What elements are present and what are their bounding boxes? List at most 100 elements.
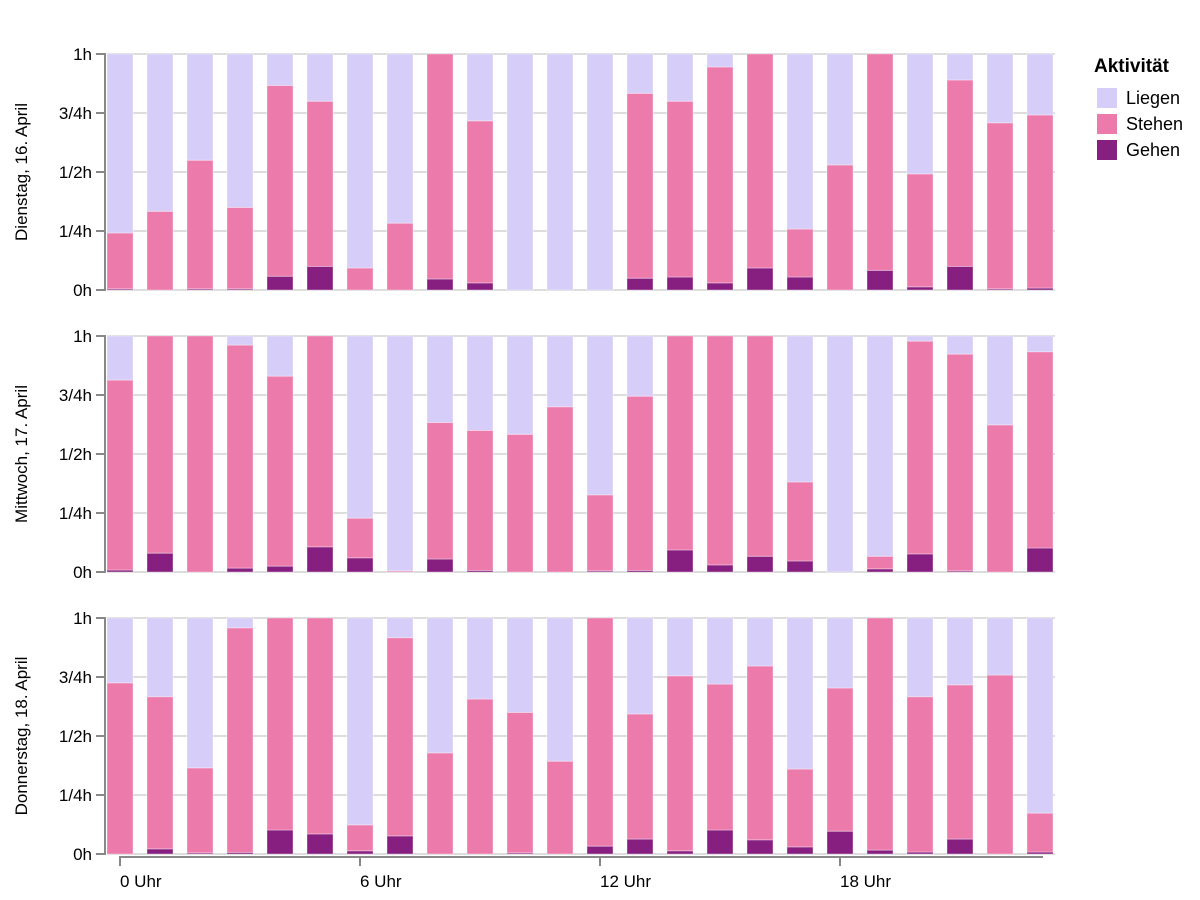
legend: Aktivität Liegen Stehen Gehen — [1094, 56, 1183, 160]
bar-hour-12 — [586, 53, 614, 291]
bar-segment-liegen — [106, 335, 134, 381]
bar-hour-3 — [226, 617, 254, 855]
bar-segment-liegen — [746, 617, 774, 667]
bar-segment-stehen — [506, 433, 534, 573]
bar-segment-liegen — [306, 53, 334, 102]
bar-segment-stehen — [986, 122, 1014, 290]
bar-segment-stehen — [826, 164, 854, 291]
bar-hour-9 — [466, 617, 494, 855]
legend-title: Aktivität — [1094, 56, 1170, 77]
bar-segment-stehen — [866, 617, 894, 851]
bar-segment-stehen — [346, 824, 374, 852]
bar-segment-stehen — [466, 698, 494, 855]
bar-segment-gehen — [426, 278, 454, 291]
bar-segment-liegen — [986, 53, 1014, 124]
bar-segment-stehen — [106, 232, 134, 290]
bar-segment-liegen — [386, 335, 414, 572]
bar-segment-liegen — [786, 617, 814, 770]
bar-segment-liegen — [466, 617, 494, 700]
bar-segment-liegen — [946, 335, 974, 355]
x-tick-label: 18 Uhr — [840, 872, 891, 891]
bar-hour-18 — [826, 335, 854, 573]
bar-segment-gehen — [706, 282, 734, 291]
bar-hour-23 — [1026, 53, 1054, 291]
bar-segment-liegen — [1026, 335, 1054, 353]
bar-segment-gehen — [306, 546, 334, 573]
bar-hour-23 — [1026, 617, 1054, 855]
bar-segment-stehen — [866, 555, 894, 570]
legend-swatch — [1097, 88, 1117, 108]
bar-segment-stehen — [426, 53, 454, 280]
bar-segment-liegen — [986, 335, 1014, 426]
bar-segment-liegen — [706, 617, 734, 685]
bar-hour-6 — [346, 617, 374, 855]
bar-segment-stehen — [746, 665, 774, 841]
bar-segment-gehen — [466, 282, 494, 291]
panel-title: Dienstag, 16. April — [12, 103, 31, 241]
bar-segment-stehen — [906, 173, 934, 288]
bar-hour-10 — [506, 53, 534, 291]
bar-segment-stehen — [1026, 351, 1054, 549]
y-tick-label: 1/4h — [59, 504, 92, 523]
bar-hour-0 — [106, 617, 134, 855]
bar-segment-liegen — [666, 53, 694, 102]
bar-segment-stehen — [186, 335, 214, 573]
bar-hour-2 — [186, 53, 214, 291]
bar-segment-liegen — [1026, 617, 1054, 814]
bar-segment-liegen — [106, 617, 134, 684]
bar-segment-gehen — [826, 830, 854, 855]
bar-hour-18 — [826, 53, 854, 291]
bar-segment-gehen — [346, 557, 374, 573]
bar-hour-15 — [706, 53, 734, 291]
bar-hour-15 — [706, 617, 734, 855]
bar-segment-stehen — [986, 424, 1014, 573]
bar-segment-stehen — [666, 100, 694, 278]
bar-hour-11 — [546, 335, 574, 573]
bar-segment-liegen — [266, 335, 294, 377]
bar-hour-0 — [106, 335, 134, 573]
bar-segment-stehen — [626, 92, 654, 279]
bar-segment-stehen — [106, 379, 134, 571]
bar-hour-17 — [786, 53, 814, 291]
bar-segment-liegen — [906, 53, 934, 175]
y-tick-label: 0h — [73, 845, 92, 864]
bar-hour-17 — [786, 335, 814, 573]
panel-title: Mittwoch, 17. April — [12, 385, 31, 523]
bar-segment-stehen — [746, 335, 774, 557]
bar-segment-gehen — [386, 835, 414, 855]
bar-segment-gehen — [666, 549, 694, 573]
bar-hour-12 — [586, 617, 614, 855]
bar-segment-stehen — [786, 228, 814, 278]
bar-segment-gehen — [1026, 547, 1054, 573]
bar-segment-stehen — [906, 696, 934, 853]
bar-segment-liegen — [146, 617, 174, 698]
panel-title: Donnerstag, 18. April — [12, 657, 31, 816]
y-tick-label: 1/2h — [59, 727, 92, 746]
bar-segment-stehen — [1026, 114, 1054, 289]
bar-segment-liegen — [946, 617, 974, 686]
bar-hour-21 — [946, 335, 974, 573]
bar-segment-gehen — [866, 849, 894, 855]
bar-segment-stehen — [786, 768, 814, 848]
y-tick-label: 0h — [73, 563, 92, 582]
bar-hour-21 — [946, 617, 974, 855]
bar-segment-gehen — [226, 851, 254, 855]
bar-segment-liegen — [106, 53, 134, 234]
bar-hour-13 — [626, 335, 654, 573]
bar-segment-liegen — [466, 335, 494, 431]
bar-segment-stehen — [1026, 812, 1054, 853]
chart-panels: 0h 1/4h 1/2h 3/4h 1h Dienstag, 16. April 0h 1/4… — [12, 45, 1055, 864]
bar-segment-liegen — [706, 53, 734, 68]
bar-segment-liegen — [186, 53, 214, 161]
bar-hour-23 — [1026, 335, 1054, 573]
x-tick-label: 6 Uhr — [360, 872, 402, 891]
bar-segment-gehen — [146, 552, 174, 573]
y-tick-label: 3/4h — [59, 104, 92, 123]
bar-segment-liegen — [226, 53, 254, 208]
bar-hour-7 — [386, 617, 414, 855]
bar-hour-19 — [866, 335, 894, 573]
bar-segment-stehen — [586, 617, 614, 847]
bar-segment-liegen — [786, 53, 814, 230]
bar-hour-4 — [266, 617, 294, 855]
